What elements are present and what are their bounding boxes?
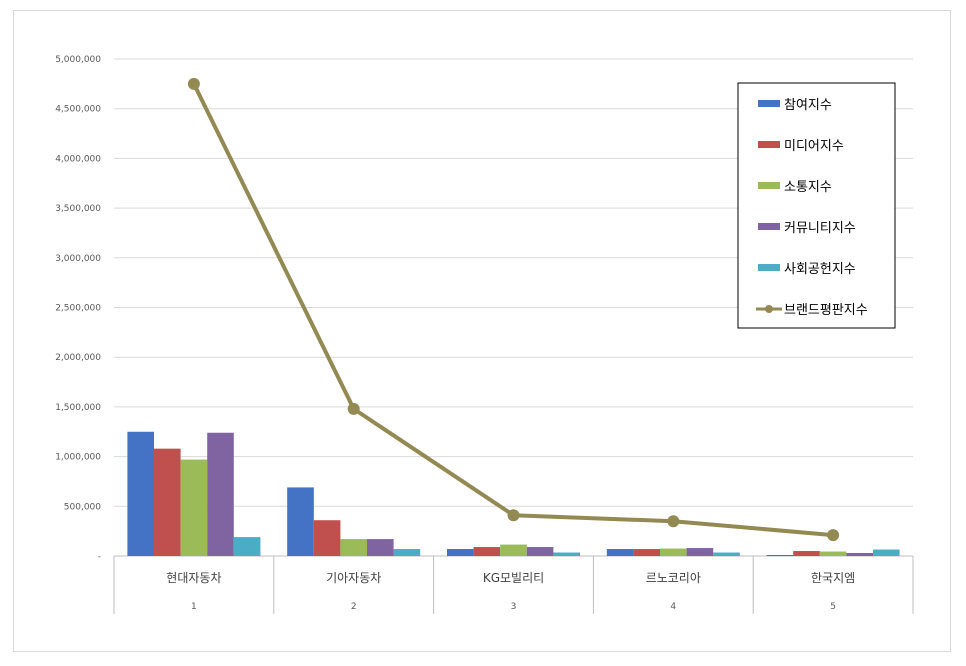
bar xyxy=(713,552,740,556)
bar xyxy=(287,487,314,556)
legend-label: 사회공헌지수 xyxy=(784,262,856,277)
bar xyxy=(766,555,794,556)
legend-label: 미디어지수 xyxy=(784,139,844,154)
category-label: 현대자동차 xyxy=(166,571,221,585)
legend-swatch-marker xyxy=(765,305,773,313)
bar xyxy=(180,459,208,556)
category-rank-label: 5 xyxy=(830,602,836,612)
bar xyxy=(473,547,501,556)
bar xyxy=(340,539,367,556)
bar xyxy=(553,552,580,556)
y-tick-label: 5,000,000 xyxy=(55,55,101,65)
legend-swatch xyxy=(758,223,780,230)
bar xyxy=(500,544,527,556)
y-tick-label: 500,000 xyxy=(64,502,101,512)
line-point xyxy=(507,509,520,522)
legend-swatch xyxy=(758,100,780,107)
category-rank-label: 3 xyxy=(511,602,517,612)
bar xyxy=(367,539,394,556)
y-tick-label: 4,000,000 xyxy=(55,154,101,164)
category-rank-label: 2 xyxy=(351,602,357,612)
category-label: 한국지엠 xyxy=(811,571,855,585)
bar xyxy=(233,537,261,556)
y-tick-label: 3,500,000 xyxy=(55,204,101,214)
bar xyxy=(660,548,687,556)
y-tick-label: - xyxy=(98,552,101,562)
bar xyxy=(686,548,714,556)
y-axis-ticks: - 500,000 1,000,000 1,500,000 2,000,000 2,500… xyxy=(55,55,101,562)
y-tick-label: 2,500,000 xyxy=(55,304,101,314)
bar xyxy=(819,551,847,556)
bar xyxy=(873,549,900,556)
category-rank-label: 4 xyxy=(670,602,676,612)
legend-swatch xyxy=(758,182,780,189)
bar xyxy=(447,549,474,556)
line-series xyxy=(187,77,840,542)
line-path xyxy=(192,82,834,538)
category-label: KG모빌리티 xyxy=(483,571,544,585)
bar xyxy=(793,551,820,556)
bar xyxy=(846,553,873,556)
y-tick-label: 4,500,000 xyxy=(55,105,101,115)
y-tick-label: 1,500,000 xyxy=(55,403,101,413)
bar xyxy=(127,431,154,556)
legend-swatch xyxy=(758,141,780,148)
legend-label: 참여지수 xyxy=(784,98,832,113)
bar xyxy=(633,549,660,556)
legend-label: 브랜드평판지수 xyxy=(784,303,868,318)
bar xyxy=(207,432,234,556)
y-tick-label: 3,000,000 xyxy=(55,254,101,264)
category-axis: 현대자동차 1 기아자동차 2 KG모빌리티 3 르노코리아 4 한국지엠 5 xyxy=(113,556,914,614)
category-label: 기아자동차 xyxy=(326,571,381,585)
line-point xyxy=(347,402,360,415)
legend-box xyxy=(737,82,896,329)
y-tick-label: 2,000,000 xyxy=(55,353,101,363)
legend-swatch xyxy=(758,264,780,271)
line-point xyxy=(187,77,200,90)
bar xyxy=(393,549,421,556)
legend-label: 커뮤니티지수 xyxy=(784,221,856,236)
line-point xyxy=(667,515,680,528)
legend-label: 소통지수 xyxy=(784,180,832,195)
category-rank-label: 1 xyxy=(191,602,197,612)
bar xyxy=(526,547,554,556)
bar xyxy=(313,520,341,556)
line-point xyxy=(827,529,840,542)
bar xyxy=(606,549,634,556)
bar-series xyxy=(127,431,900,556)
y-tick-label: 1,000,000 xyxy=(55,453,101,463)
category-label: 르노코리아 xyxy=(646,571,701,585)
bar xyxy=(154,448,181,556)
